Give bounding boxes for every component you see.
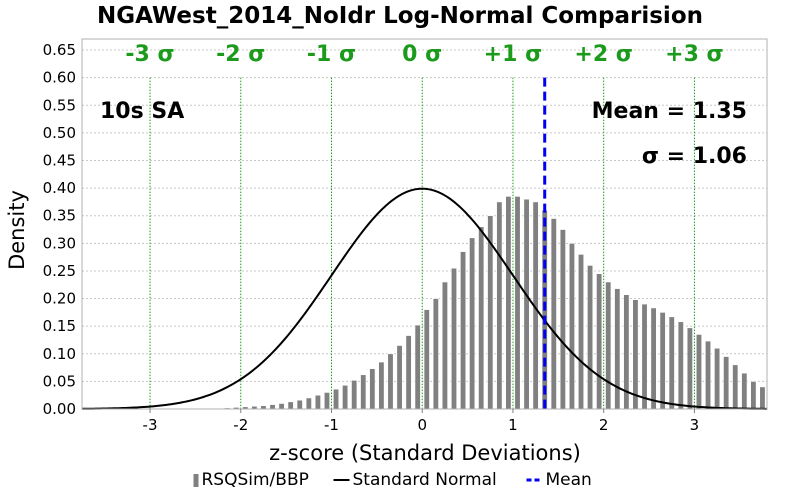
sigma-label: 0 σ: [402, 42, 442, 67]
y-tick-label: 0.25: [43, 262, 76, 280]
x-tick-label: 2: [599, 416, 609, 434]
histogram-bar: [732, 364, 739, 410]
histogram-bar: [587, 265, 594, 410]
histogram-bar: [323, 392, 330, 410]
histogram-bar: [668, 316, 675, 410]
chart-title: NGAWest_2014_NoIdr Log-Normal Comparisio…: [97, 3, 703, 29]
histogram-bar: [523, 198, 530, 410]
histogram-bar: [342, 384, 349, 410]
histogram-bar: [695, 334, 702, 410]
histogram-bar: [723, 356, 730, 410]
legend-label: RSQSim/BBP: [202, 470, 309, 490]
histogram-bar: [450, 267, 458, 410]
x-tick-label: -3: [143, 416, 158, 434]
histogram-bar: [577, 254, 585, 410]
histogram-bar: [705, 340, 712, 410]
y-axis-ticks: 0.00 0.05 0.10 0.15 0.20 0.25 0.30 0.35 0.40 0.45…: [43, 41, 76, 418]
sigma-label: +3 σ: [665, 42, 724, 67]
x-axis-ticks: -3 -2 -1 0 1 2 3: [143, 409, 700, 434]
x-tick-label: 3: [690, 416, 700, 434]
sigma-labels: -3 σ -2 σ -1 σ 0 σ +1 σ +2 σ +3 σ: [125, 42, 723, 67]
histogram-bar: [650, 307, 657, 410]
sigma-label: +2 σ: [574, 42, 633, 67]
histogram-bar: [423, 309, 430, 410]
histogram-bar: [659, 312, 666, 410]
mean-annotation: Mean = 1.35: [592, 99, 747, 124]
histogram-bar: [396, 345, 403, 410]
histogram-bar: [269, 404, 276, 410]
histogram-bar: [405, 335, 412, 410]
histogram-bar: [605, 281, 612, 410]
histogram-bar: [632, 299, 639, 410]
histogram-bar: [333, 388, 340, 410]
histogram-bar: [759, 386, 766, 410]
sigma-label: -3 σ: [125, 42, 174, 67]
histogram-bar: [505, 196, 512, 410]
y-tick-label: 0.60: [43, 69, 76, 87]
histogram-bar: [568, 243, 575, 410]
period-annotation: 10s SA: [100, 99, 184, 124]
normal-curve-group: [81, 187, 768, 410]
histogram-bar: [460, 251, 467, 410]
y-tick-label: 0.20: [43, 290, 76, 308]
histogram-bar: [378, 361, 385, 410]
legend-swatch-bar: [193, 474, 199, 487]
plot-frame: [81, 38, 768, 410]
histogram-bar: [414, 324, 421, 410]
sigma-label: +1 σ: [484, 42, 543, 67]
y-tick-label: 0.00: [43, 400, 76, 418]
histogram-bar: [469, 237, 476, 410]
histogram-bar: [278, 403, 285, 410]
x-axis-label: z-score (Standard Deviations): [269, 441, 581, 465]
histogram-bar: [714, 347, 721, 410]
histogram-bar: [686, 327, 693, 410]
histogram-bar: [305, 397, 312, 410]
histogram-bar: [741, 372, 748, 410]
sigma-label: -2 σ: [216, 42, 265, 67]
histogram-bar: [360, 374, 367, 410]
y-tick-label: 0.40: [43, 179, 76, 197]
x-tick-label: 1: [508, 416, 518, 434]
histogram-bar: [514, 196, 521, 410]
histogram-bars: [224, 196, 766, 410]
histogram-bar: [478, 226, 485, 410]
legend-label: Standard Normal: [353, 470, 497, 490]
y-axis-label: Density: [5, 190, 29, 270]
histogram-bar: [550, 218, 557, 410]
sigma-lines: [149, 77, 695, 409]
x-tick-label: 0: [417, 416, 427, 434]
y-tick-label: 0.35: [43, 207, 76, 225]
y-tick-label: 0.30: [43, 234, 76, 252]
histogram-bar: [677, 321, 684, 410]
histogram-bar: [369, 368, 376, 410]
standard-normal-curve: [81, 187, 768, 410]
legend-label: Mean: [546, 470, 592, 490]
histogram-bar: [441, 281, 448, 410]
legend: RSQSim/BBP Standard Normal Mean: [193, 470, 592, 490]
x-tick-label: -1: [324, 416, 339, 434]
y-tick-label: 0.65: [43, 41, 76, 59]
histogram-bar: [750, 381, 757, 410]
histogram-bar: [432, 298, 439, 410]
histogram-bar: [496, 201, 503, 410]
histogram-bar: [614, 288, 621, 410]
histogram-bar: [596, 273, 603, 410]
y-tick-label: 0.55: [43, 96, 76, 114]
histogram-bar: [559, 229, 566, 410]
histogram-bar: [387, 353, 394, 410]
y-tick-label: 0.05: [43, 372, 76, 390]
y-tick-label: 0.50: [43, 124, 76, 142]
sigma-label: -1 σ: [307, 42, 356, 67]
y-tick-label: 0.10: [43, 345, 76, 363]
y-tick-label: 0.45: [43, 151, 76, 169]
histogram-bar: [287, 401, 294, 410]
histogram-bar: [641, 303, 648, 410]
histogram-bar: [314, 394, 321, 410]
sigma-annotation: σ = 1.06: [642, 144, 747, 169]
x-tick-label: -2: [233, 416, 248, 434]
y-tick-label: 0.15: [43, 317, 76, 335]
histogram-bar: [351, 379, 358, 410]
histogram-bar: [296, 399, 303, 410]
